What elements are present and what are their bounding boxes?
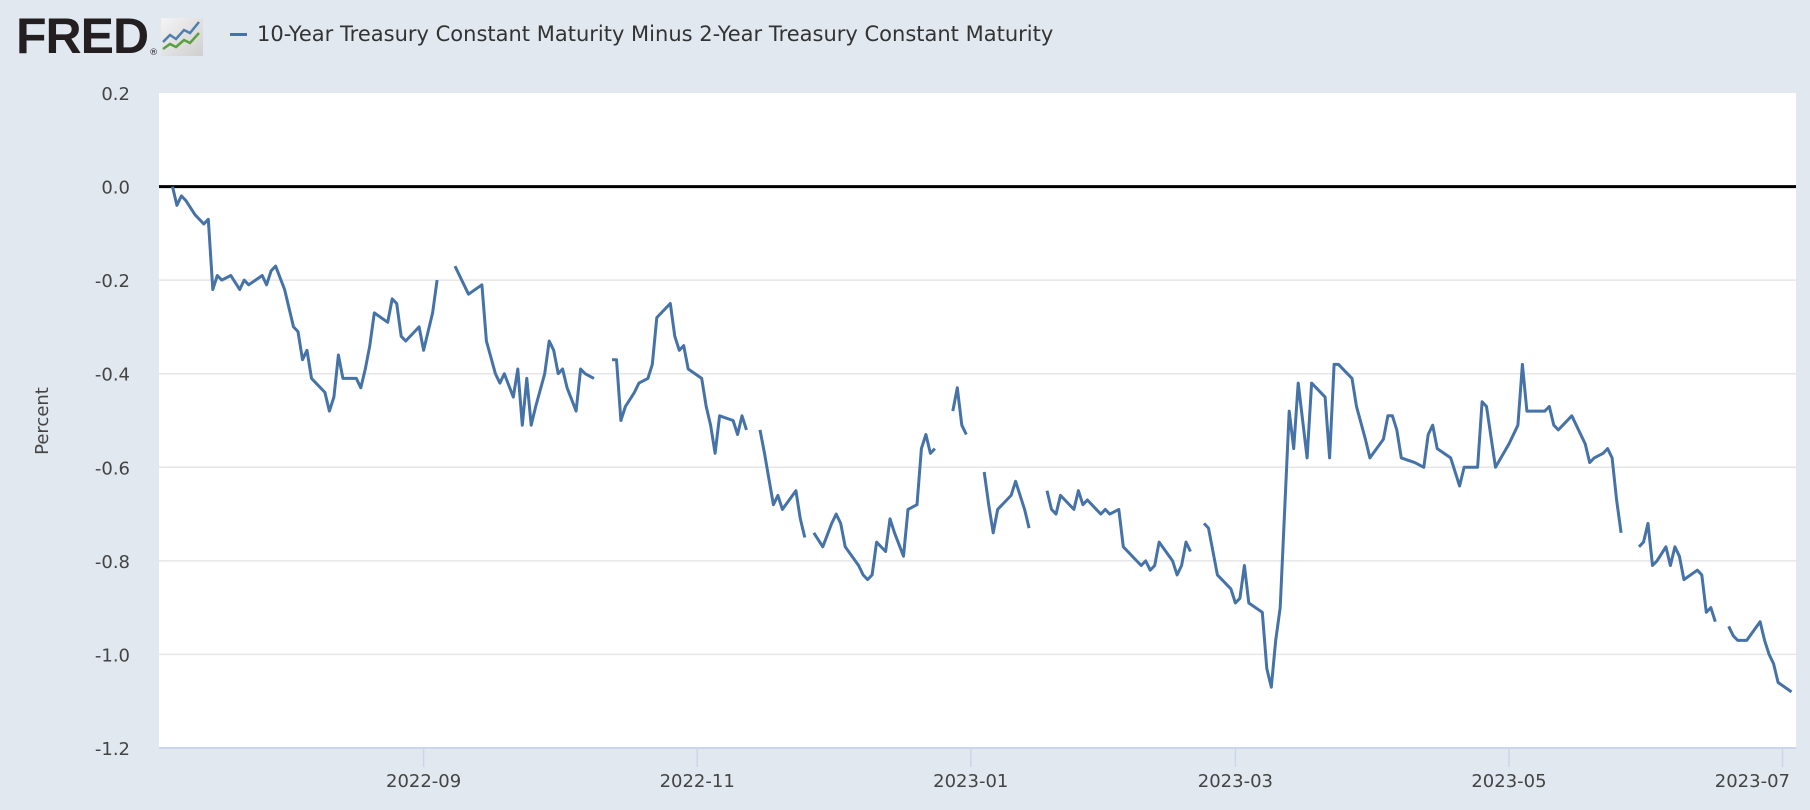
y-tick-label: -0.4 (95, 365, 130, 386)
x-tick-label: 2022-11 (660, 771, 735, 792)
chart-legend[interactable]: 10-Year Treasury Constant Maturity Minus… (230, 22, 1053, 46)
series-line-segment[interactable] (982, 471, 1031, 535)
series-line-segment[interactable] (1727, 620, 1793, 694)
y-tick-label: -1.0 (95, 645, 130, 666)
x-tick-label: 2023-03 (1198, 771, 1273, 792)
y-axis-ticks: 0.2 0.0 -0.2 -0.4 -0.6 -0.8 -1.0 -1.2 (95, 84, 130, 760)
legend-series-label: 10-Year Treasury Constant Maturity Minus… (257, 22, 1054, 46)
series-line-segment[interactable] (1045, 489, 1192, 577)
logo-text: FRED (16, 8, 149, 64)
x-tick-label: 2023-07 (1715, 771, 1790, 792)
series-line-segment[interactable] (758, 429, 807, 538)
x-tick-label: 2022-09 (386, 771, 461, 792)
series-lines (171, 186, 1793, 694)
y-tick-label: 0.0 (101, 178, 130, 199)
series-line-segment[interactable] (1637, 521, 1717, 623)
legend-swatch (230, 32, 247, 36)
y-tick-label: -0.2 (95, 271, 130, 292)
series-line-segment[interactable] (951, 386, 968, 436)
plot-area (159, 93, 1796, 748)
y-tick-label: -0.6 (95, 458, 130, 479)
x-tick-label: 2023-05 (1471, 771, 1546, 792)
series-line-segment[interactable] (171, 186, 439, 413)
y-tick-label: -0.8 (95, 552, 130, 573)
y-tick-label: 0.2 (101, 84, 130, 105)
series-line-segment[interactable] (1202, 362, 1623, 689)
series-line-segment[interactable] (453, 265, 595, 427)
y-tick-label: -1.2 (95, 739, 130, 760)
series-line-segment[interactable] (812, 433, 936, 582)
series-line-segment[interactable] (612, 302, 748, 455)
x-axis-ticks: 2022-09 2022-11 2023-01 2023-03 2023-05 2023-… (386, 748, 1790, 792)
x-tick-label: 2023-01 (933, 771, 1008, 792)
line-chart-icon (161, 18, 204, 56)
registered-mark: ® (149, 48, 159, 58)
fred-logo[interactable]: FRED ® (16, 8, 204, 64)
y-axis-label: Percent (32, 387, 53, 455)
